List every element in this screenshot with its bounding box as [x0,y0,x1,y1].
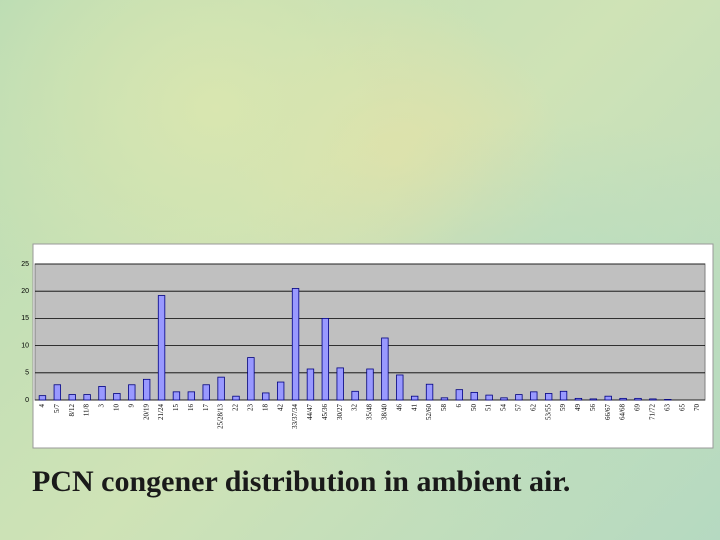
x-tick-label: 64/68 [619,404,627,420]
bar [172,391,181,401]
bar [440,397,449,401]
x-tick-label: 50 [470,404,478,412]
x-tick-label: 69 [634,404,642,412]
y-tick-label: 5 [25,370,29,377]
x-tick-label: 17 [202,404,210,412]
x-tick-label: 11/8 [83,404,91,417]
x-tick-label: 66/67 [604,404,612,420]
bar [634,397,642,401]
bar [321,317,330,401]
x-tick-label: 62 [529,404,537,412]
bar [306,368,315,401]
bar [366,368,374,401]
chart-title: PCN congener distribution in ambient air… [32,465,570,498]
x-tick-label: 10 [112,404,120,412]
x-tick-label: 5/7 [53,404,61,413]
x-tick-label: 30/27 [336,404,344,420]
bar [202,384,210,401]
bar [68,394,76,401]
bar [351,390,359,401]
bar [217,376,225,401]
bar [589,398,598,401]
bar [98,385,106,401]
bar [113,393,121,401]
bar [664,399,672,401]
x-tick-label: 63 [663,404,671,412]
x-tick-label: 45/36 [321,404,329,420]
y-tick-label: 15 [21,315,29,322]
bar [455,389,464,401]
bar [485,394,493,401]
x-tick-label: 38/40 [380,404,388,420]
y-tick-label: 20 [21,288,29,295]
y-tick-label: 10 [21,342,29,349]
x-tick-label: 9 [127,404,135,408]
bar [559,390,568,401]
bar [336,367,344,401]
bar [276,381,285,401]
bar [515,394,523,401]
x-tick-label: 23 [246,404,254,412]
bar [425,383,434,401]
bar [83,394,91,401]
bar [38,395,47,401]
x-tick-label: 4 [38,404,46,408]
x-tick-label: 49 [574,404,582,412]
x-tick-label: 3 [98,404,106,408]
x-tick-label: 65 [678,404,686,412]
bar [544,393,553,401]
bar [381,337,389,401]
x-tick-label: 25/28/13 [217,404,225,429]
bar [396,374,404,401]
bar [470,391,478,401]
x-tick-label: 44/47 [306,404,314,420]
bar [53,384,62,401]
x-tick-label: 16 [187,404,195,412]
x-tick-label: 35/48 [366,404,374,420]
x-tick-label: 54 [500,404,508,412]
x-tick-label: 21/24 [157,404,165,420]
bar [500,397,508,401]
bar [262,392,270,401]
bar [247,357,255,401]
x-tick-label: 71/72 [648,404,656,420]
bar [291,288,300,401]
x-tick-label: 70 [693,404,701,412]
x-tick-label: 20/19 [142,404,150,420]
bar [187,391,196,401]
x-tick-label: 57 [514,404,522,412]
y-tick-label: 25 [21,261,29,268]
x-tick-label: 41 [410,404,418,412]
bar [530,391,538,401]
x-tick-label: 58 [440,404,448,412]
bar [604,395,612,401]
bar [410,395,419,401]
bar [232,395,240,401]
x-tick-label: 56 [589,404,597,412]
bar [157,295,166,401]
x-tick-label: 46 [395,404,403,412]
bar [619,397,627,401]
x-tick-label: 59 [559,404,567,412]
x-tick-label: 53/55 [544,404,552,420]
x-tick-label: 32 [351,404,359,412]
x-tick-label: 52/60 [425,404,433,420]
x-tick-label: 42 [276,404,284,412]
x-tick-label: 51 [485,404,493,412]
x-tick-label: 33/37/34 [291,404,299,429]
y-tick-label: 0 [25,397,29,404]
x-tick-label: 18 [261,404,269,412]
x-tick-label: 15 [172,404,180,412]
x-tick-label: 6 [455,404,463,408]
bar [649,398,657,401]
bar [128,384,136,401]
bar [142,378,151,401]
x-tick-label: 8/12 [68,404,76,417]
bar [574,397,583,401]
x-tick-label: 22 [232,404,240,412]
